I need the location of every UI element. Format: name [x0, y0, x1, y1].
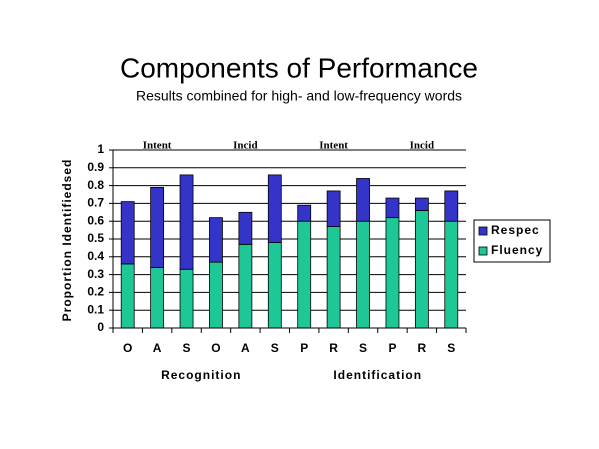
bar — [356, 220, 370, 329]
group-label: Recognition — [161, 368, 241, 382]
y-tick-label: 0.8 — [87, 178, 104, 192]
x-tick-label: O — [211, 341, 220, 355]
x-tick-label: P — [388, 341, 396, 355]
bar — [414, 210, 429, 329]
bar — [238, 211, 253, 245]
y-tick-label: 0.7 — [87, 196, 104, 210]
annotation: Intent — [319, 140, 348, 152]
bar — [326, 226, 341, 329]
bar — [267, 174, 282, 243]
group-label: Identification — [333, 368, 422, 382]
y-tick-label: 0.1 — [87, 302, 104, 316]
legend-swatch — [478, 226, 488, 236]
x-tick-label: R — [418, 341, 427, 355]
annotation: Intent — [143, 140, 172, 152]
bar — [414, 197, 429, 211]
bar — [150, 186, 165, 268]
x-tick-label: A — [153, 341, 162, 355]
x-tick-label: S — [447, 341, 455, 355]
bar — [297, 220, 312, 329]
bar — [209, 261, 223, 329]
y-tick-label: 0.3 — [87, 267, 104, 281]
legend-label: Respec — [491, 223, 540, 237]
y-tick-label: 1 — [97, 142, 104, 156]
bar — [120, 263, 135, 329]
y-tick-label: 0 — [97, 320, 104, 334]
bar — [444, 190, 459, 222]
annotation: Incid — [233, 140, 257, 152]
bar — [326, 190, 341, 227]
bar — [238, 243, 253, 329]
bar — [120, 201, 135, 265]
bar — [444, 220, 459, 329]
x-tick-label: O — [123, 341, 132, 355]
bar — [385, 217, 400, 329]
legend-label: Fluency — [491, 243, 543, 257]
x-tick-label: S — [271, 341, 279, 355]
x-tick-label: A — [241, 341, 250, 355]
y-axis-label: Proportion Identifiedsed — [60, 159, 74, 322]
annotation: Incid — [410, 140, 434, 152]
chart-title: Components of Performance — [120, 52, 478, 83]
x-tick-label: S — [359, 341, 367, 355]
bar — [385, 197, 400, 219]
y-tick-label: 0.5 — [87, 231, 104, 245]
bar — [150, 267, 165, 329]
bar — [179, 174, 194, 270]
y-tick-label: 0.6 — [87, 213, 104, 227]
bar — [209, 217, 223, 263]
y-tick-label: 0.9 — [87, 160, 104, 174]
x-tick-label: P — [300, 341, 308, 355]
x-tick-label: S — [183, 341, 191, 355]
bar — [179, 268, 194, 329]
bar — [356, 178, 370, 222]
bar — [297, 204, 312, 222]
x-tick-label: R — [329, 341, 338, 355]
chart-subtitle: Results combined for high- and low-frequ… — [136, 88, 462, 104]
y-tick-label: 0.2 — [87, 285, 104, 299]
bar — [267, 242, 282, 329]
legend-swatch — [478, 246, 488, 256]
y-tick-label: 0.4 — [87, 249, 104, 263]
